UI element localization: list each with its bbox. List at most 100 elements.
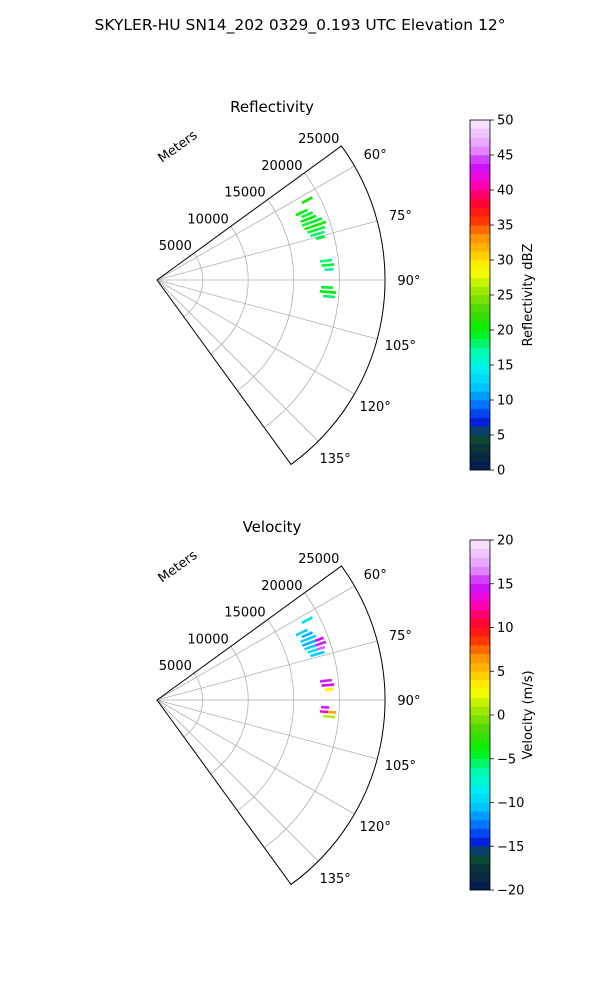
echo-cell: [307, 648, 318, 654]
colorbar-segment: [470, 872, 490, 882]
panel-title: Reflectivity: [230, 98, 314, 116]
echo-cell: [323, 294, 336, 299]
azimuth-gridline: [156, 585, 355, 701]
colorbar-segment: [470, 802, 490, 812]
radial-tick-label: 20000: [261, 159, 302, 174]
colorbar-tick-label: 40: [497, 184, 514, 199]
colorbar-segment: [470, 785, 490, 795]
colorbar-tick-label: 20: [497, 324, 514, 339]
colorbar-segment: [470, 776, 490, 786]
colorbar-tick-label: 45: [497, 149, 514, 164]
echo-cell: [300, 634, 317, 644]
echo-cell: [324, 687, 334, 692]
colorbar-segment: [470, 688, 490, 698]
colorbar-segment: [470, 338, 490, 348]
echo-cell: [301, 639, 316, 647]
azimuth-gridline: [156, 279, 355, 395]
colorbar-segment: [470, 610, 490, 620]
colorbar-segment: [470, 557, 490, 567]
echo-cell: [321, 263, 335, 267]
colorbar-segment: [470, 225, 490, 235]
colorbar-segment: [470, 242, 490, 252]
azimuth-tick-label: 105°: [385, 339, 416, 354]
colorbar-segment: [470, 260, 490, 270]
colorbar-segment: [470, 373, 490, 383]
colorbar-segment: [470, 233, 490, 243]
colorbar-tick-label: 30: [497, 254, 514, 269]
azimuth-tick-label: 105°: [385, 759, 416, 774]
colorbar-segment: [470, 855, 490, 865]
radial-tick-label: 25000: [298, 552, 339, 567]
radial-tick-label: 25000: [298, 132, 339, 147]
azimuth-tick-label: 120°: [360, 820, 391, 835]
colorbar-segment: [470, 601, 490, 611]
colorbar-segment: [470, 741, 490, 751]
colorbar-tick-label: 10: [497, 621, 514, 636]
velocity-panel: Velocity 60° 75° 90° 105° 120° 135° 5000 10000 1…: [156, 518, 536, 899]
echo-cell: [310, 230, 325, 238]
colorbar-segment: [470, 715, 490, 725]
colorbar-tick-label: 15: [497, 359, 514, 374]
colorbar-segment: [470, 750, 490, 760]
echo-cell: [307, 225, 326, 234]
colorbar-segment: [470, 461, 490, 471]
colorbar-label: Velocity (m/s): [521, 670, 536, 759]
colorbar-tick-label: −10: [497, 796, 524, 811]
colorbar: 0 5 10 15 20 25 30 35 40 45 50 Reflectivity dBZ: [469, 114, 536, 479]
colorbar-segment: [470, 583, 490, 593]
azimuth-tick-label: 135°: [319, 872, 350, 887]
azimuth-tick-label: 60°: [364, 568, 387, 583]
azimuth-gridline: [156, 279, 319, 442]
azimuth-gridline: [156, 640, 378, 701]
colorbar-segment: [470, 671, 490, 681]
echo-cell: [315, 640, 327, 647]
colorbar-segment: [470, 881, 490, 891]
colorbar-segment: [470, 356, 490, 366]
azimuth-gridline: [156, 279, 378, 340]
colorbar-segment: [470, 627, 490, 637]
echo-cell: [304, 220, 327, 231]
colorbar-segment: [470, 662, 490, 672]
echo-cell: [310, 650, 325, 658]
colorbar-segment: [470, 417, 490, 427]
colorbar-segment: [470, 120, 490, 130]
azimuth-gridline: [156, 699, 355, 815]
colorbar-segment: [470, 207, 490, 217]
colorbar-segment: [470, 128, 490, 138]
radial-tick-label: 15000: [224, 186, 265, 201]
colorbar-segment: [470, 365, 490, 375]
colorbar-segment: [470, 820, 490, 830]
echo-cell: [301, 217, 323, 227]
radial-axis-label: Meters: [156, 548, 201, 586]
colorbar-segment: [470, 382, 490, 392]
colorbar-segment: [470, 575, 490, 585]
colorbar-segment: [470, 408, 490, 418]
echo-cell: [295, 208, 308, 217]
colorbar-segment: [470, 863, 490, 873]
echo-cell: [301, 211, 314, 219]
colorbar-segment: [470, 277, 490, 287]
colorbar-tick-label: −15: [497, 840, 524, 855]
echo-cell: [319, 710, 329, 714]
range-ring: [237, 199, 295, 391]
colorbar-segment: [470, 303, 490, 313]
azimuth-tick-label: 90°: [397, 694, 420, 709]
colorbar-tick-label: −20: [497, 884, 524, 899]
colorbar-segment: [470, 723, 490, 733]
colorbar-segment: [470, 697, 490, 707]
colorbar-segment: [470, 452, 490, 462]
sector-outline: [156, 565, 386, 886]
azimuth-gridline: [156, 165, 355, 281]
colorbar-tick-label: 20: [497, 534, 514, 549]
colorbar-tick-label: 5: [497, 665, 505, 680]
radial-tick-label: 10000: [187, 212, 228, 227]
colorbar-segment: [470, 846, 490, 856]
colorbar-segment: [470, 540, 490, 550]
echo-cell: [319, 290, 337, 294]
reflectivity-panel: Reflectivity 60° 75° 90° 105° 120° 135° 5000 10…: [156, 98, 536, 479]
colorbar-segment: [470, 216, 490, 226]
colorbar-segment: [470, 286, 490, 296]
colorbar-segment: [470, 426, 490, 436]
range-ring: [263, 592, 340, 848]
colorbar-segment: [470, 837, 490, 847]
